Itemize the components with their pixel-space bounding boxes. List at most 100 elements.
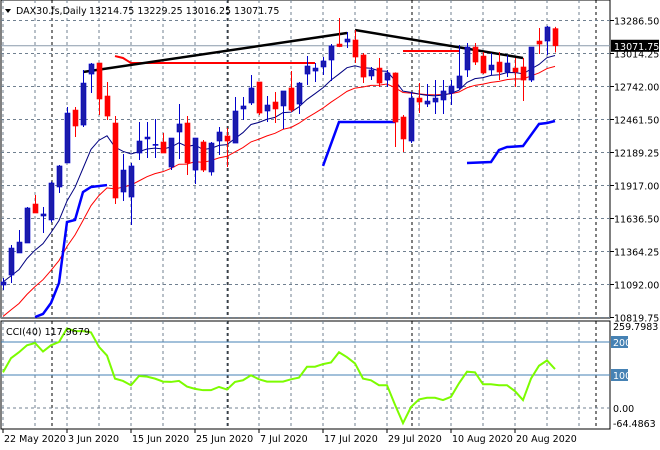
candle: [448, 80, 455, 106]
x-tick-label: 22 May 2020: [4, 434, 66, 445]
candle: [536, 27, 543, 55]
candle: [336, 18, 343, 48]
candle-body: [160, 141, 167, 154]
candle-body: [48, 182, 55, 221]
candle: [552, 26, 559, 53]
candle: [440, 80, 447, 115]
cci-y-tick-label: -64.4863: [613, 419, 656, 430]
candle: [424, 84, 431, 108]
candle: [24, 207, 31, 244]
candle: [72, 107, 79, 138]
x-tick-label: 29 Jul 2020: [388, 434, 442, 445]
candle: [296, 81, 303, 115]
candle-body: [200, 141, 207, 171]
candle-body: [544, 26, 551, 42]
candle: [344, 32, 351, 49]
y-tick-label: 13014.25: [614, 50, 659, 61]
candle-body: [224, 135, 231, 142]
dropdown-triangle-icon[interactable]: [5, 9, 11, 13]
candle-body: [352, 39, 359, 58]
x-tick-label: 10 Aug 2020: [452, 434, 513, 445]
candle-body: [152, 144, 159, 146]
stepped-support-line: [466, 119, 556, 165]
candle: [360, 53, 367, 84]
candle-body: [336, 43, 343, 47]
candle-body: [80, 82, 87, 126]
candle-body: [112, 122, 119, 199]
candle: [408, 92, 415, 144]
candle: [48, 181, 55, 223]
x-tick-label: 20 Aug 2020: [516, 434, 577, 445]
candle: [496, 51, 503, 81]
candle: [224, 128, 231, 168]
cci-panel: [1, 327, 610, 426]
candle: [432, 80, 439, 115]
candle: [8, 245, 15, 283]
candle: [312, 63, 319, 82]
candle-body: [8, 247, 15, 276]
candle: [88, 63, 95, 94]
candle-body: [216, 131, 223, 142]
candle-body: [136, 140, 143, 154]
candle-body: [288, 87, 295, 111]
candle: [80, 69, 87, 127]
axes: 13286.50 13014.25 12742.00 12461.50 12189.25…: [2, 17, 659, 445]
candle: [248, 75, 255, 106]
fast-moving-average-line: [2, 55, 556, 283]
candle-body: [456, 75, 463, 89]
stepped-support-line: [34, 183, 108, 319]
candle-body: [208, 142, 215, 173]
candle-body: [16, 241, 23, 254]
candle: [320, 57, 327, 76]
ohlc-label: 13214.75 13229.25 13016.25 13071.75: [89, 6, 279, 17]
candle: [136, 122, 143, 160]
candle: [456, 45, 463, 91]
candle-body: [128, 165, 135, 198]
trendline: [82, 31, 348, 74]
candle: [400, 114, 407, 153]
cci-y-tick-label: 259.7983: [613, 322, 658, 333]
current-price-label: 13071.75: [614, 42, 659, 53]
symbol-label: DAX30.fs,Daily: [16, 6, 87, 17]
candle: [120, 153, 127, 202]
candle: [64, 107, 71, 164]
y-tick-label: 11092.00: [614, 281, 659, 292]
candle: [0, 278, 7, 291]
candle: [376, 57, 383, 88]
candle: [32, 195, 39, 214]
candle-body: [328, 45, 335, 61]
y-tick-label: 13286.50: [614, 17, 659, 28]
cci-y-tick-label: 0.00: [613, 404, 634, 415]
candle: [280, 90, 287, 130]
candle-body: [344, 38, 351, 43]
y-tick-label: 11636.50: [614, 215, 659, 226]
main-overlays: [2, 28, 556, 319]
candle-body: [0, 281, 7, 286]
cci-level-badge: [611, 336, 628, 348]
candle: [160, 132, 167, 154]
y-tick-label: 12461.50: [614, 116, 659, 127]
candle-body: [280, 90, 287, 107]
candle-body: [248, 87, 255, 104]
candle-body: [256, 81, 263, 114]
candle-body: [32, 203, 39, 214]
candle-body: [504, 62, 511, 73]
y-tick-label: 10819.75: [614, 314, 659, 325]
cci-y-tick-label: 100: [613, 371, 631, 382]
candle: [168, 137, 175, 171]
candle: [96, 62, 103, 115]
candle: [368, 66, 375, 81]
candle-body: [144, 136, 151, 140]
candle: [392, 72, 399, 148]
cci-line: [2, 327, 556, 426]
candle-body: [312, 67, 319, 72]
candle: [328, 44, 335, 82]
candle: [184, 116, 191, 175]
slow-moving-average-line: [2, 65, 556, 317]
candle-body: [360, 54, 367, 78]
candle-body: [232, 110, 239, 144]
candle: [304, 56, 311, 85]
cci-level-badge: [611, 369, 628, 381]
candle-body: [240, 105, 247, 110]
